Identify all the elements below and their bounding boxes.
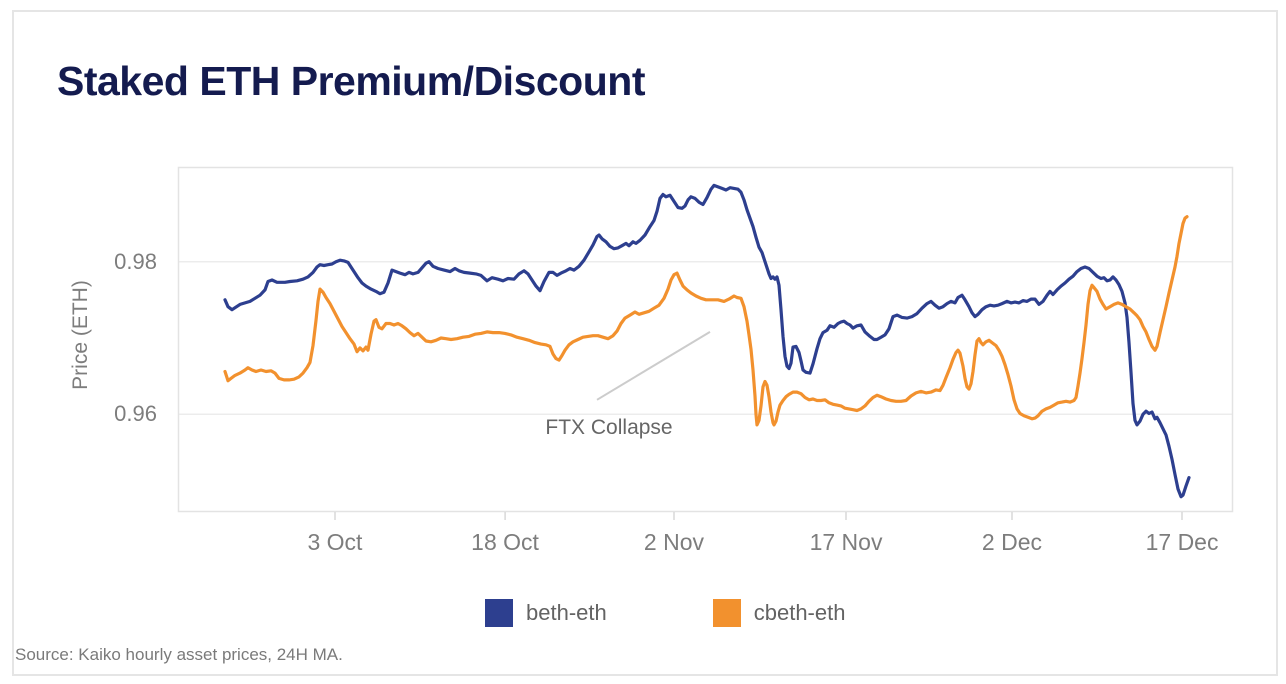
legend: beth-eth cbeth-eth	[485, 599, 845, 627]
y-axis-title: Price (ETH)	[69, 280, 92, 390]
legend-swatch-beth-eth	[485, 599, 513, 627]
x-tick-label: 17 Nov	[809, 529, 883, 555]
legend-label-cbeth-eth: cbeth-eth	[753, 600, 846, 625]
annotation-line	[596, 331, 711, 401]
chart-title: Staked ETH Premium/Discount	[57, 58, 645, 104]
legend-label-beth-eth: beth-eth	[526, 600, 607, 625]
plot-area	[177, 166, 1234, 520]
series-line-beth-eth	[223, 183, 1191, 499]
series-line-cbeth-eth	[223, 215, 1189, 427]
legend-item-cbeth-eth[interactable]: cbeth-eth	[712, 599, 846, 627]
source-note: Source: Kaiko hourly asset prices, 24H M…	[15, 645, 343, 664]
x-tick-label: 3 Oct	[307, 529, 363, 555]
x-axis-tick-labels: 3 Oct 18 Oct 2 Nov 17 Nov 2 Dec 17 Dec	[178, 529, 1233, 559]
plot-border	[177, 166, 1234, 513]
x-tick-label: 17 Dec	[1145, 529, 1219, 555]
x-tick-label: 2 Nov	[643, 529, 704, 555]
chart-card	[12, 10, 1278, 676]
x-tick-label: 2 Dec	[981, 529, 1043, 555]
legend-swatch-cbeth-eth	[712, 599, 741, 627]
annotation-ftx-collapse-label: FTX Collapse	[545, 416, 673, 439]
y-tick-label: 0.98	[114, 248, 157, 274]
x-tick-label: 18 Oct	[471, 529, 539, 555]
legend-item-beth-eth[interactable]: beth-eth	[485, 599, 607, 627]
y-tick-label: 0.96	[114, 401, 157, 427]
